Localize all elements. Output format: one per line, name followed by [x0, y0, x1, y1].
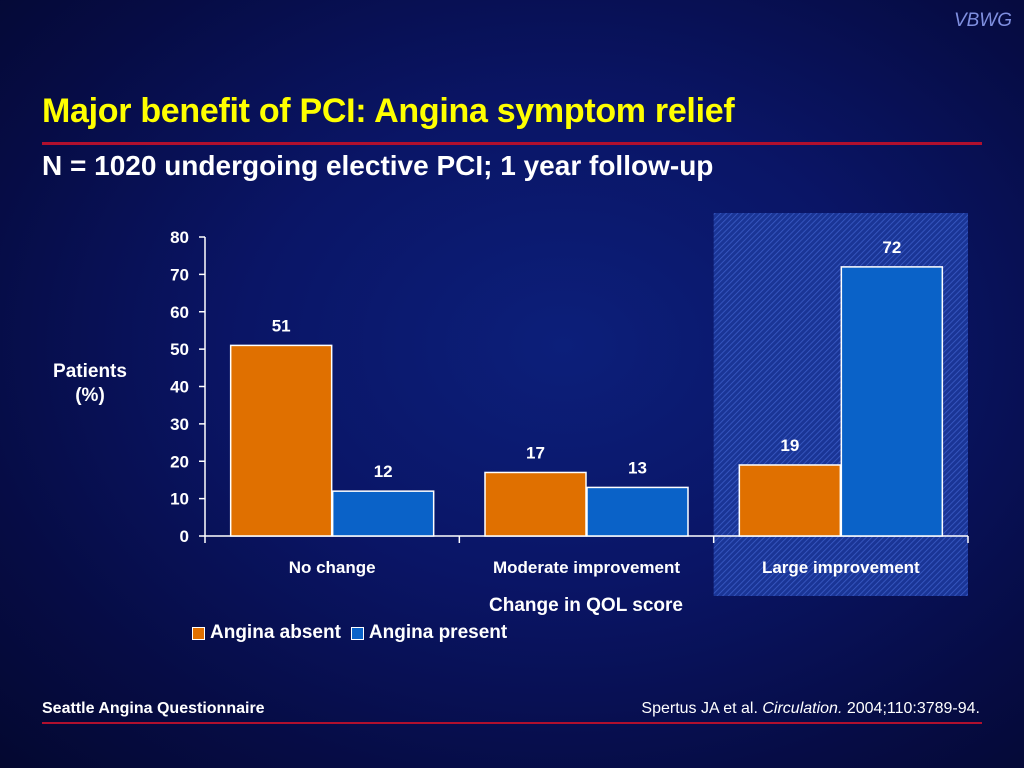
bar-value-label: 72 [882, 238, 901, 257]
y-axis-label-line1: Patients [53, 361, 127, 382]
bar-angina-absent [738, 464, 842, 537]
legend-swatch-angina-absent [192, 626, 205, 640]
vbwg-logo: VBWG [953, 10, 1012, 31]
y-tick-label: 40 [170, 378, 189, 397]
bar-angina-present [586, 486, 689, 537]
bar-value-label: 13 [628, 458, 647, 477]
bar-value-label: 17 [526, 443, 545, 462]
bar-angina-present [840, 266, 944, 537]
chart-legend: Angina absent Angina present [192, 622, 507, 644]
y-tick-label: 30 [170, 415, 189, 434]
slide-subtitle: N = 1020 undergoing elective PCI; 1 year… [42, 150, 714, 181]
title-divider [42, 142, 982, 145]
bar-value-label: 12 [374, 462, 393, 481]
y-tick-label: 70 [170, 265, 189, 284]
y-tick-label: 50 [170, 340, 189, 359]
x-category-label: Moderate improvement [493, 558, 680, 577]
y-tick-label: 10 [170, 490, 189, 509]
legend-item-angina-absent: Angina absent [192, 622, 341, 644]
bar-angina-absent [229, 344, 333, 537]
bar-value-label: 51 [272, 316, 291, 335]
legend-item-angina-present: Angina present [350, 622, 508, 644]
citation-authors: Spertus JA et al. [641, 700, 758, 717]
legend-swatch-angina-present [350, 626, 364, 640]
slide-title: Major benefit of PCI: Angina symptom rel… [42, 92, 735, 130]
legend-label-angina-absent: Angina absent [210, 622, 341, 643]
bar-angina-absent [484, 471, 587, 537]
bar-angina-present [331, 490, 435, 537]
x-axis-title: Change in QOL score [489, 595, 683, 616]
y-tick-label: 0 [180, 527, 189, 546]
citation-details: 2004;110:3789-94. [846, 700, 980, 717]
citation: Spertus JA et al. Circulation. 2004;110:… [641, 700, 980, 718]
y-axis-label: Patients (%) [40, 360, 140, 408]
x-category-label: No change [289, 558, 376, 577]
y-tick-label: 60 [170, 303, 189, 322]
y-tick-label: 20 [170, 452, 189, 471]
citation-journal: Circulation. [762, 700, 843, 717]
y-tick-label: 80 [170, 228, 189, 247]
legend-label-angina-present: Angina present [368, 622, 508, 643]
bar-value-label: 19 [780, 436, 799, 455]
footer-divider [42, 722, 982, 724]
y-axis-label-line2: (%) [75, 385, 105, 406]
x-category-label: Large improvement [762, 558, 920, 577]
footer-source: Seattle Angina Questionnaire [42, 700, 265, 717]
